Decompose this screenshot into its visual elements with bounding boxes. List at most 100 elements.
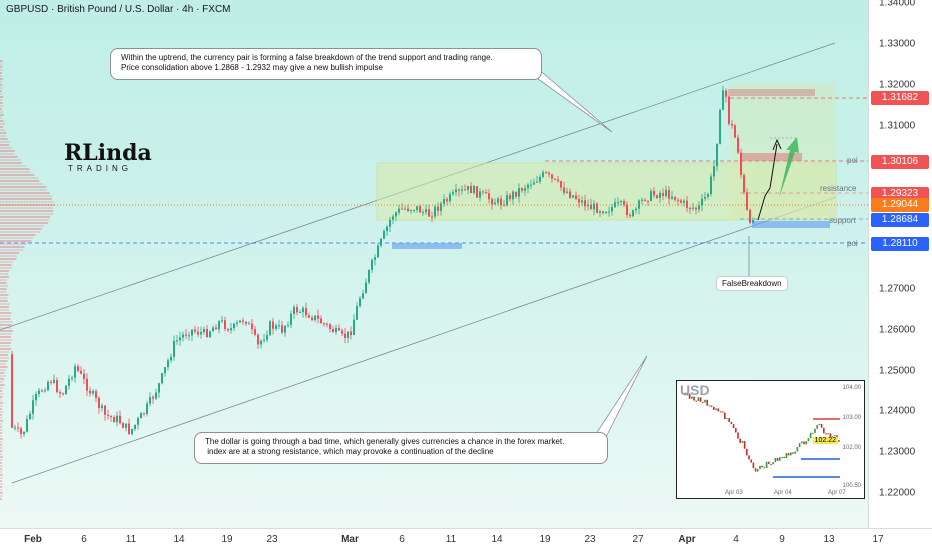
candle-body	[122, 423, 124, 428]
candle-body	[263, 339, 265, 341]
candle-body	[350, 331, 352, 336]
candle-body	[254, 329, 256, 335]
candle-body	[215, 327, 217, 330]
candle-body	[698, 205, 700, 210]
candle-body	[134, 424, 136, 429]
candle-body	[182, 334, 184, 338]
inset-candle	[820, 423, 823, 428]
candle-body	[131, 428, 133, 435]
volume-profile-bar	[0, 153, 15, 155]
volume-profile-bar	[0, 270, 9, 272]
price-axis[interactable]: 1.340001.330001.320001.310001.300001.290…	[868, 0, 932, 528]
price-badge: 1.29323	[871, 186, 929, 201]
candle-body	[695, 207, 697, 210]
candle-body	[44, 390, 46, 392]
inset-candle	[728, 418, 730, 422]
candle-body	[521, 188, 523, 191]
candle-body	[548, 172, 550, 175]
candle-body	[230, 328, 232, 331]
candle-body	[362, 293, 364, 299]
candle-body	[479, 191, 481, 198]
volume-profile-bar	[0, 405, 3, 407]
inset-candle	[829, 433, 832, 438]
time-tick-label: Apr	[678, 534, 696, 545]
inset-candle	[719, 411, 722, 413]
candle-body	[59, 392, 61, 394]
price-tick-label: 1.33000	[879, 38, 916, 50]
candle-body	[50, 381, 52, 383]
volume-profile	[0, 60, 55, 500]
candle-body	[677, 199, 679, 201]
volume-profile-bar	[0, 357, 10, 359]
candle-body	[527, 184, 529, 189]
volume-profile-bar	[0, 219, 49, 221]
chart-area[interactable]: GBPUSD · British Pound / U.S. Dollar · 4…	[0, 0, 868, 528]
candle-body	[689, 207, 691, 209]
volume-profile-bar	[0, 126, 4, 128]
time-axis[interactable]: Feb 6 11 14 19 23 Mar 6 11 14 19 23 27 Apr 4 9 13 17	[0, 528, 932, 550]
candle-body	[515, 191, 517, 197]
price-chart[interactable]	[0, 0, 868, 528]
volume-profile-bar	[0, 174, 35, 176]
inset-candle	[801, 441, 803, 444]
candle-body	[221, 320, 223, 322]
inset-candle	[724, 412, 726, 420]
candle-body	[599, 211, 601, 213]
candle-body	[746, 192, 748, 210]
candle-body	[476, 186, 478, 198]
candle-body	[266, 335, 268, 340]
volume-profile-bar	[0, 273, 9, 275]
volume-profile-bar	[0, 399, 2, 401]
inset-candle	[796, 447, 799, 452]
candle-body	[194, 329, 196, 332]
volume-profile-bar	[0, 198, 52, 200]
volume-profile-bar	[0, 138, 8, 140]
candle-body	[740, 152, 742, 175]
volume-profile-bar	[0, 324, 12, 326]
candle-body	[524, 188, 526, 191]
inset-candle	[697, 397, 700, 402]
volume-profile-bar	[0, 477, 3, 479]
candle-body	[77, 366, 79, 371]
candle-body	[431, 216, 433, 218]
candle-body	[512, 191, 514, 200]
inset-price-tick: 100.50	[842, 483, 861, 489]
inset-candle	[735, 428, 737, 433]
inset-candle	[772, 462, 774, 465]
candle-body	[20, 428, 22, 435]
volume-profile-bar	[0, 162, 22, 164]
candle-body	[53, 379, 55, 383]
candle-body	[389, 219, 391, 227]
volume-profile-bar	[0, 426, 2, 428]
candle-body	[62, 393, 64, 395]
poi-top-zone-bar	[740, 153, 802, 161]
volume-profile-bar	[0, 156, 18, 158]
volume-profile-bar	[0, 171, 31, 173]
inset-candle	[825, 433, 827, 435]
volume-profile-bar	[0, 483, 3, 485]
time-tick-label: 14	[491, 534, 503, 545]
volume-profile-bar	[0, 210, 54, 212]
inset-candle	[814, 428, 816, 433]
candle-body	[455, 189, 457, 193]
volume-profile-bar	[0, 435, 2, 437]
volume-profile-bar	[0, 195, 53, 197]
inset-candle	[695, 400, 697, 402]
price-tick-label: 1.31000	[879, 120, 916, 131]
candle-body	[173, 340, 175, 357]
candle-body	[323, 323, 325, 325]
time-tick-label: 11	[445, 534, 457, 545]
price-tick-label: 1.32000	[879, 79, 916, 91]
time-tick-label: Feb	[24, 534, 42, 545]
candle-body	[281, 325, 283, 333]
candle-body	[494, 202, 496, 205]
candle-body	[371, 259, 373, 270]
candle-body	[209, 331, 211, 338]
volume-profile-bar	[0, 306, 9, 308]
candle-body	[704, 196, 706, 199]
volume-profile-bar	[0, 216, 51, 218]
channel-lower-line	[11, 196, 837, 484]
volume-profile-bar	[0, 231, 41, 233]
volume-profile-bar	[0, 69, 3, 71]
trading-range-box	[376, 162, 837, 221]
